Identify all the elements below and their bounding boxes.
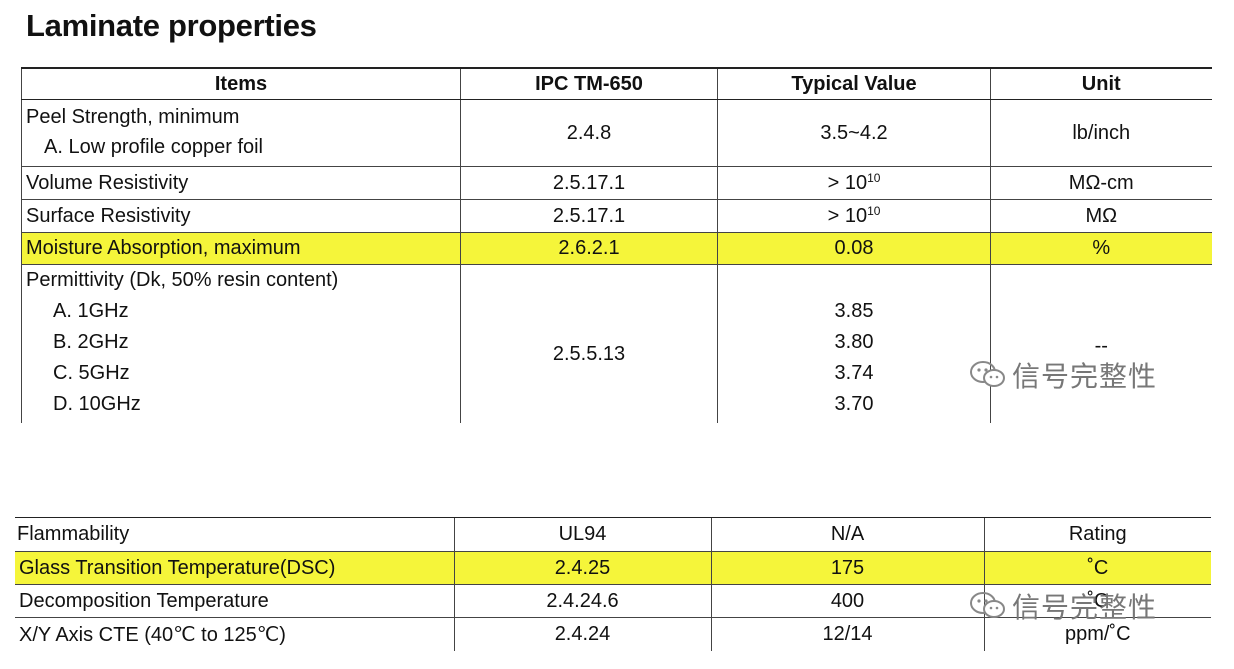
table-row-glass-transition: Glass Transition Temperature(DSC) 2.4.25…: [15, 551, 1211, 585]
decomposition-ipc: 2.4.24.6: [453, 584, 711, 618]
table-row-cte: X/Y Axis CTE (40℃ to 125℃) 2.4.24 12/14 …: [15, 617, 1211, 651]
glass-transition-ipc: 2.4.25: [453, 551, 711, 585]
table-row-volume-resistivity: Volume Resistivity 2.5.17.1 > 1010 MΩ-cm: [21, 166, 1212, 200]
permittivity-ipc: 2.5.5.13: [460, 264, 718, 423]
permittivity-unit: --: [990, 264, 1212, 423]
peel-value: 3.5~4.2: [717, 99, 991, 167]
volume-item: Volume Resistivity: [21, 166, 461, 200]
header-unit: Unit: [990, 67, 1212, 100]
header-ipc: IPC TM-650: [460, 67, 718, 100]
watermark-top: 信号完整性: [968, 355, 1157, 398]
header-row: Items IPC TM-650 Typical Value Unit: [21, 67, 1212, 100]
moisture-value: 0.08: [717, 232, 991, 265]
volume-unit: MΩ-cm: [990, 166, 1212, 200]
laminate-properties-table-2: Flammability UL94 N/A Rating Glass Trans…: [15, 517, 1211, 651]
laminate-properties-table: Items IPC TM-650 Typical Value Unit Peel…: [21, 67, 1212, 423]
flammability-unit: Rating: [983, 517, 1211, 552]
glass-transition-item: Glass Transition Temperature(DSC): [15, 551, 454, 585]
decomposition-value: 400: [710, 584, 984, 618]
table-row-moisture-absorption: Moisture Absorption, maximum 2.6.2.1 0.0…: [21, 232, 1212, 265]
cte-value: 12/14: [710, 617, 984, 651]
flammability-ipc: UL94: [453, 517, 711, 552]
table-row-decomposition: Decomposition Temperature 2.4.24.6 400 ˚…: [15, 584, 1211, 618]
permittivity-value-b: 3.80: [834, 331, 874, 353]
wechat-icon: [968, 590, 1008, 629]
cte-ipc: 2.4.24: [453, 617, 711, 651]
header-typical-value: Typical Value: [717, 67, 991, 100]
surface-item: Surface Resistivity: [21, 199, 461, 233]
volume-value: > 1010: [717, 166, 991, 200]
wechat-icon: [968, 359, 1008, 398]
decomposition-item: Decomposition Temperature: [15, 584, 454, 618]
header-items: Items: [21, 67, 461, 100]
permittivity-value-c: 3.74: [834, 362, 874, 384]
surface-value-exponent: 10: [867, 203, 881, 218]
moisture-item: Moisture Absorption, maximum: [21, 232, 461, 265]
peel-item-line2: A. Low profile copper foil: [44, 136, 264, 158]
glass-transition-value: 175: [710, 551, 984, 585]
permittivity-item-cell: Permittivity (Dk, 50% resin content) A. …: [21, 264, 461, 423]
permittivity-sub-c: C. 5GHz: [53, 362, 130, 384]
cte-item: X/Y Axis CTE (40℃ to 125℃): [19, 623, 286, 646]
decomposition-unit: ˚C: [983, 584, 1211, 618]
permittivity-value-d: 3.70: [834, 393, 874, 415]
page-title: Laminate properties: [26, 8, 317, 43]
surface-value-base: > 10: [827, 204, 868, 227]
peel-unit: lb/inch: [990, 99, 1212, 167]
table-row-peel-strength: Peel Strength, minimum A. Low profile co…: [21, 99, 1212, 167]
peel-item-cell: Peel Strength, minimum A. Low profile co…: [21, 99, 461, 167]
permittivity-value-a: 3.85: [834, 300, 874, 322]
watermark-bottom: 信号完整性: [968, 586, 1157, 629]
permittivity-sub-a: A. 1GHz: [53, 300, 129, 322]
moisture-unit: %: [990, 232, 1212, 265]
surface-unit: MΩ: [990, 199, 1212, 233]
volume-value-base: > 10: [827, 171, 868, 194]
glass-transition-unit: ˚C: [983, 551, 1211, 585]
volume-ipc: 2.5.17.1: [460, 166, 718, 200]
surface-value: > 1010: [717, 199, 991, 233]
permittivity-sub-b: B. 2GHz: [53, 331, 129, 353]
permittivity-item: Permittivity (Dk, 50% resin content): [26, 269, 339, 291]
volume-value-exponent: 10: [867, 170, 881, 185]
permittivity-sub-d: D. 10GHz: [53, 393, 141, 415]
watermark-text-bottom: 信号完整性: [1012, 592, 1158, 623]
surface-ipc: 2.5.17.1: [460, 199, 718, 233]
peel-item-line1: Peel Strength, minimum: [26, 106, 240, 128]
table-row-flammability: Flammability UL94 N/A Rating: [15, 517, 1211, 552]
cte-unit: ppm/˚C: [983, 617, 1211, 651]
permittivity-values: 3.85 3.80 3.74 3.70: [717, 264, 991, 423]
peel-ipc: 2.4.8: [460, 99, 718, 167]
table-row-surface-resistivity: Surface Resistivity 2.5.17.1 > 1010 MΩ: [21, 199, 1212, 233]
table-row-permittivity: Permittivity (Dk, 50% resin content) A. …: [21, 264, 1212, 423]
flammability-value: N/A: [710, 517, 984, 552]
watermark-text-top: 信号完整性: [1012, 361, 1158, 392]
moisture-ipc: 2.6.2.1: [460, 232, 718, 265]
flammability-item: Flammability: [15, 517, 454, 552]
